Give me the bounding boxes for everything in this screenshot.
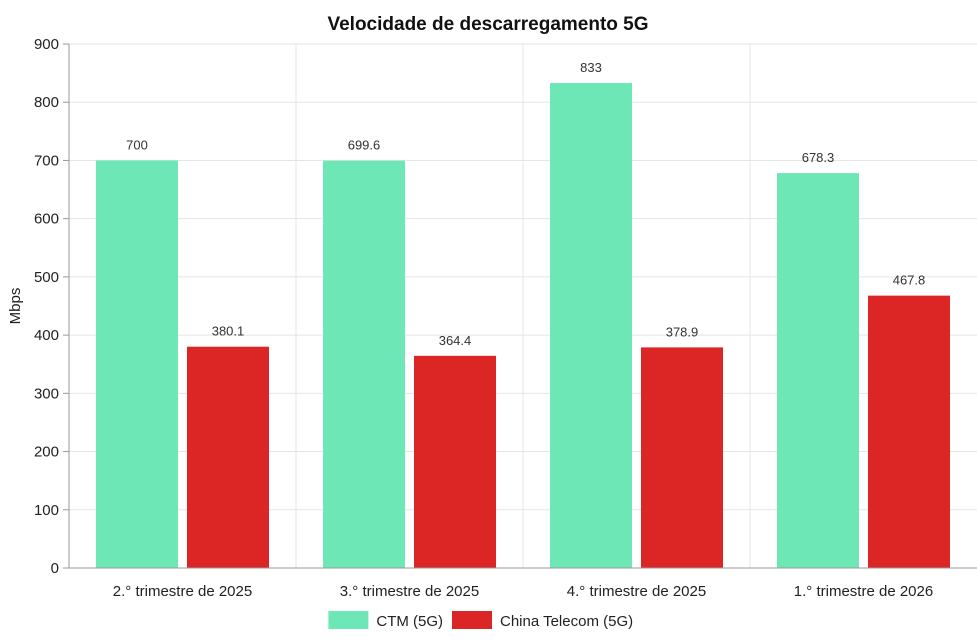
bar bbox=[323, 160, 405, 568]
legend-swatch bbox=[328, 611, 369, 629]
bar bbox=[96, 160, 178, 568]
data-label: 700 bbox=[126, 137, 148, 152]
bar bbox=[550, 83, 632, 569]
data-label: 364.4 bbox=[439, 333, 472, 348]
data-label: 833 bbox=[580, 60, 602, 75]
bars: 700 380.1 699.6 364.4 833 378.9 678.3 467.8 bbox=[96, 60, 950, 569]
x-tick-label: 4.° trimestre de 2025 bbox=[567, 583, 706, 600]
legend-item[interactable]: CTM (5G) bbox=[328, 611, 443, 630]
bar bbox=[414, 355, 496, 568]
y-axis-label: Mbps bbox=[7, 288, 24, 325]
y-tick-label: 600 bbox=[34, 211, 59, 228]
legend-item[interactable]: China Telecom (5G) bbox=[452, 611, 633, 630]
x-tick-label: 3.° trimestre de 2025 bbox=[340, 583, 479, 600]
bar bbox=[777, 173, 859, 568]
y-tick-label: 300 bbox=[34, 385, 59, 402]
chart-title: Velocidade de descarregamento 5G bbox=[327, 14, 648, 35]
x-tick-label: 1.° trimestre de 2026 bbox=[794, 583, 933, 600]
data-label: 380.1 bbox=[212, 324, 245, 339]
data-label: 678.3 bbox=[802, 150, 835, 165]
y-tick-label: 200 bbox=[34, 444, 59, 461]
y-tick-label: 900 bbox=[34, 36, 59, 53]
legend-swatch bbox=[452, 611, 492, 629]
data-label: 467.8 bbox=[893, 273, 926, 288]
legend-label: CTM (5G) bbox=[376, 613, 443, 630]
bar bbox=[641, 347, 723, 568]
data-label: 699.6 bbox=[348, 138, 381, 153]
legend: CTM (5G) China Telecom (5G) bbox=[328, 611, 633, 630]
y-tick-label: 100 bbox=[34, 502, 59, 519]
legend-label: China Telecom (5G) bbox=[500, 613, 633, 630]
data-label: 378.9 bbox=[666, 324, 699, 339]
y-tick-label: 400 bbox=[34, 327, 59, 344]
bar bbox=[868, 295, 950, 568]
y-tick-label: 0 bbox=[51, 560, 59, 577]
y-tick-label: 800 bbox=[34, 94, 59, 111]
y-tick-label: 500 bbox=[34, 269, 59, 286]
x-tick-label: 2.° trimestre de 2025 bbox=[113, 583, 252, 600]
y-tick-label: 700 bbox=[34, 152, 59, 169]
bar bbox=[187, 346, 269, 568]
axes: 0 100 200 300 400 500 600 700 800 900 2.° trimestr… bbox=[34, 36, 977, 600]
